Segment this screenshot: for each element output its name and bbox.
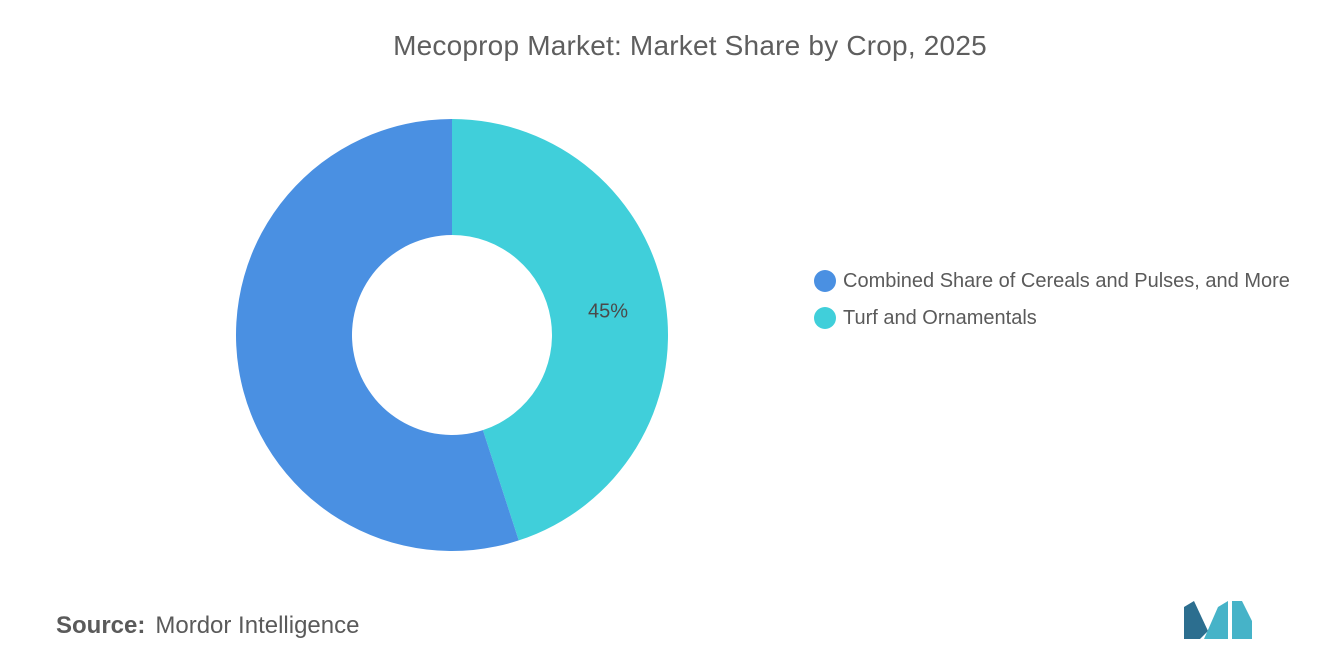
chart-title: Mecoprop Market: Market Share by Crop, 2…	[393, 30, 987, 61]
logo-middle-shape	[1204, 601, 1228, 639]
legend-item-cereals[interactable]: Combined Share of Cereals and Pulses, an…	[814, 268, 1294, 295]
chart-legend: Combined Share of Cereals and Pulses, an…	[814, 268, 1294, 342]
legend-swatch-cereals	[814, 270, 836, 292]
legend-label-turf: Turf and Ornamentals	[843, 307, 1037, 329]
legend-item-turf[interactable]: Turf and Ornamentals	[814, 305, 1294, 332]
source-note: Source: Mordor Intelligence	[56, 612, 359, 640]
source-label: Source:	[56, 612, 146, 639]
donut-slice-turf[interactable]	[452, 119, 668, 541]
legend-swatch-turf	[814, 307, 836, 329]
donut-slices	[236, 119, 668, 551]
legend-label-cereals: Combined Share of Cereals and Pulses, an…	[843, 270, 1290, 292]
mordor-intelligence-logo-icon	[1184, 601, 1252, 639]
logo-right-shape	[1232, 601, 1252, 639]
donut-slice-cereals[interactable]	[236, 119, 519, 551]
logo-left-shape	[1184, 601, 1208, 639]
data-label-turf: 45%	[588, 300, 628, 322]
source-value: Mordor Intelligence	[155, 612, 360, 639]
donut-labels: 45%	[588, 300, 628, 322]
